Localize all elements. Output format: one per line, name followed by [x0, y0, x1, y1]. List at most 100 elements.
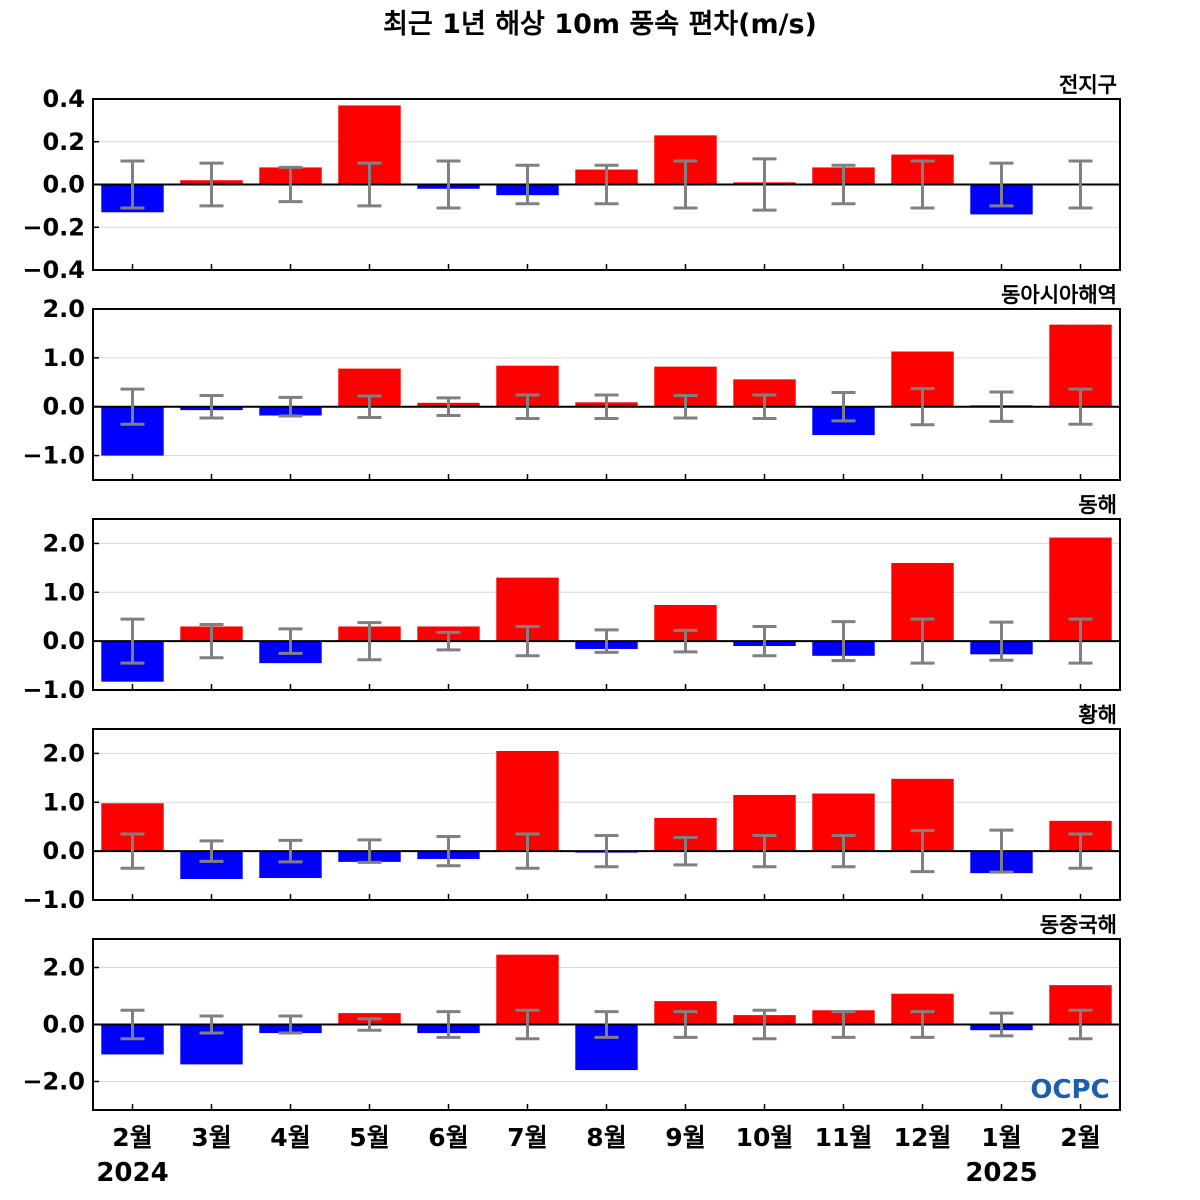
panel-label: 동해 [1078, 493, 1117, 517]
panel-2: −1.0 0.0 1.0 2.0 동아시아해역 [22, 283, 1121, 481]
y-tick-label: 2.0 [42, 295, 85, 323]
x-tick-label: 6월 [428, 1123, 468, 1152]
year-label: 2024 [96, 1158, 168, 1188]
error-bar [436, 159, 461, 210]
error-bar [120, 617, 145, 665]
error-bar [752, 834, 777, 869]
y-tick-label: −1.0 [22, 442, 85, 470]
error-bar [199, 623, 224, 660]
error-bar [910, 159, 935, 210]
x-tick-label: 3월 [191, 1123, 231, 1152]
error-bar [989, 390, 1014, 423]
error-bar [989, 620, 1014, 662]
error-bar [673, 835, 698, 867]
error-bar [515, 624, 540, 658]
y-tick-label: 2.0 [42, 529, 85, 557]
panel-3: −1.0 0.0 1.0 2.0 동해 [22, 493, 1121, 704]
x-axis: 2월 3월 4월 5월 6월 7월 8월 9월 10월 11월 12월 1월 2월 2024 2025 [96, 1123, 1100, 1188]
error-bar [120, 832, 145, 870]
error-bar [1068, 387, 1093, 426]
error-bar [357, 621, 382, 662]
error-bar [199, 1014, 224, 1035]
error-bar [831, 620, 856, 663]
panel-label: 동아시아해역 [1001, 283, 1117, 307]
error-bar [357, 394, 382, 419]
y-tick-label: 0.0 [42, 393, 85, 421]
error-bar [831, 834, 856, 869]
x-tick-label: 12월 [894, 1123, 952, 1152]
panel-5: −2.0 0.0 2.0 동중국해 [22, 913, 1121, 1111]
error-bar [752, 393, 777, 420]
error-bar [910, 617, 935, 665]
error-bar [357, 838, 382, 864]
error-bar [436, 396, 461, 418]
error-bar [989, 161, 1014, 208]
x-tick-label: 7월 [507, 1123, 547, 1152]
x-tick-label: 2월 [1060, 1123, 1100, 1152]
panel-label: 전지구 [1059, 73, 1117, 97]
y-tick-label: 0.0 [42, 837, 85, 865]
y-tick-label: 2.0 [42, 954, 85, 982]
chart-title: 최근 1년 해상 10m 풍속 편차(m/s) [383, 9, 817, 40]
x-tick-label: 8월 [586, 1123, 626, 1152]
error-bar [910, 387, 935, 427]
x-tick-label: 2월 [112, 1123, 152, 1152]
error-bar [436, 1010, 461, 1039]
y-tick-label: 0.2 [42, 128, 85, 156]
error-bar [278, 627, 303, 655]
error-bar [278, 1014, 303, 1035]
error-bar [594, 163, 619, 206]
error-bar [278, 395, 303, 418]
error-bar [594, 834, 619, 869]
error-bar [515, 393, 540, 420]
error-bar [752, 157, 777, 212]
panel-label: 동중국해 [1040, 913, 1117, 937]
y-tick-label: 1.0 [42, 578, 85, 606]
error-bar [831, 391, 856, 423]
error-bar [673, 159, 698, 210]
ocpc-logo: OCPC [1030, 1075, 1109, 1105]
error-bar [120, 159, 145, 210]
y-tick-label: 1.0 [42, 788, 85, 816]
x-tick-label: 11월 [815, 1123, 873, 1152]
x-tick-label: 9월 [665, 1123, 705, 1152]
panel-label: 황해 [1078, 703, 1117, 727]
error-bar [831, 163, 856, 206]
error-bar [594, 628, 619, 654]
panel-frame [92, 728, 1121, 901]
error-bar [594, 1010, 619, 1039]
error-bar [673, 1010, 698, 1039]
x-tick-label: 5월 [349, 1123, 389, 1152]
error-bar [357, 1017, 382, 1032]
y-tick-label: −1.0 [22, 676, 85, 704]
error-bar [436, 834, 461, 868]
error-bar [436, 630, 461, 652]
error-bar [752, 624, 777, 658]
x-tick-label: 1월 [981, 1123, 1021, 1152]
error-bar [1068, 617, 1093, 665]
error-bar [673, 628, 698, 654]
x-tick-label: 4월 [270, 1123, 310, 1152]
error-bar [594, 393, 619, 420]
error-bar [752, 1008, 777, 1041]
y-tick-label: 0.4 [42, 85, 85, 113]
error-bar [120, 387, 145, 426]
error-bar [515, 163, 540, 206]
y-tick-label: 2.0 [42, 739, 85, 767]
error-bar [515, 832, 540, 870]
error-bar [1068, 159, 1093, 210]
error-bar [199, 161, 224, 208]
error-bar [831, 1010, 856, 1039]
year-label: 2025 [965, 1158, 1037, 1188]
y-tick-label: −2.0 [22, 1068, 85, 1096]
y-tick-label: 0.0 [42, 171, 85, 199]
x-tick-label: 10월 [736, 1123, 794, 1152]
error-bar [989, 1011, 1014, 1038]
error-bar [1068, 1008, 1093, 1041]
error-bar [989, 828, 1014, 874]
error-bar [910, 829, 935, 874]
panel-1: −0.4 −0.2 0.0 0.2 0.4 전지구 [22, 73, 1121, 284]
error-bar [673, 393, 698, 420]
error-bar [199, 839, 224, 863]
